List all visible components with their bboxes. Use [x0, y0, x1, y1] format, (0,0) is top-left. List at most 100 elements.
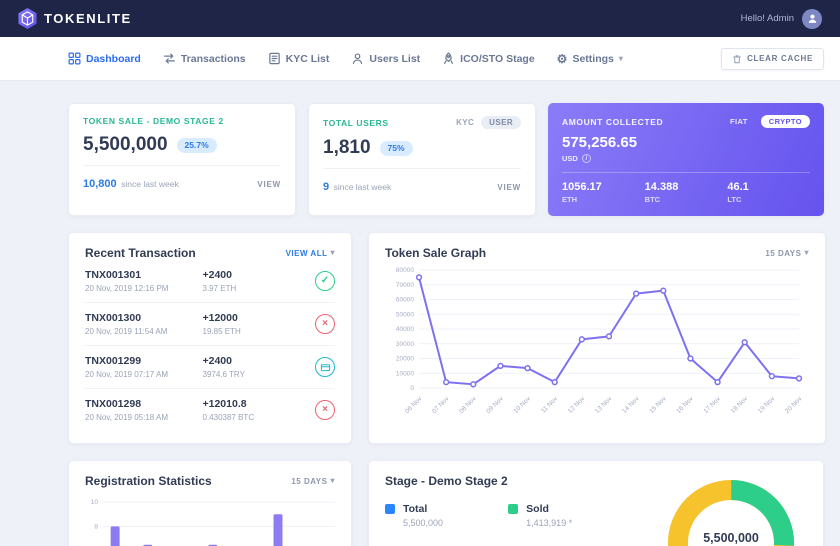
amount-collected-value: 575,256.65	[562, 134, 638, 151]
legend-value: 5,500,000	[403, 518, 444, 528]
svg-text:15 Nov: 15 Nov	[648, 395, 668, 415]
user-icon	[808, 14, 816, 23]
transaction-sub-amount: 0.430387 BTC	[202, 413, 255, 422]
tab-users-list[interactable]: Users List	[351, 52, 420, 65]
transaction-amount: +12000	[202, 312, 238, 324]
check-icon: ✓	[320, 275, 330, 286]
token-sale-line-chart: 0 10000 20000 30000 40000 50000 60000 70000 8000…	[396, 267, 804, 415]
svg-text:12 Nov: 12 Nov	[567, 395, 587, 415]
card-icon	[320, 363, 330, 371]
svg-text:17 Nov: 17 Nov	[702, 395, 722, 415]
chevron-down-icon: ▾	[618, 53, 623, 63]
range-selector[interactable]: 15 DAYS ▾	[291, 477, 335, 486]
token-sale-delta: 10,800 since last week	[83, 174, 179, 192]
total-users-view-link[interactable]: VIEW	[497, 183, 521, 192]
transaction-row[interactable]: TNX001300 20 Nov, 2019 11:54 AM +12000 1…	[85, 303, 335, 346]
crypto-toggle[interactable]: CRYPTO	[760, 115, 810, 128]
status-pending-icon[interactable]	[315, 357, 335, 377]
recent-transactions-card: Recent Transaction VIEW ALL ▾ TNX001301 …	[68, 232, 352, 444]
transaction-date: 20 Nov, 2019 05:18 AM	[85, 413, 169, 422]
transaction-row[interactable]: TNX001299 20 Nov, 2019 07:17 AM +2400 39…	[85, 346, 335, 389]
transaction-row[interactable]: TNX001298 20 Nov, 2019 05:18 AM +12010.8…	[85, 389, 335, 431]
chevron-down-icon: ▾	[330, 476, 335, 485]
kyc-toggle[interactable]: KYC	[456, 118, 475, 127]
transaction-id: TNX001301	[85, 269, 142, 281]
status-canceled-icon[interactable]: ×	[315, 400, 335, 420]
svg-text:10 Nov: 10 Nov	[512, 395, 532, 415]
svg-text:20 Nov: 20 Nov	[784, 395, 804, 415]
legend-label: Sold	[526, 503, 549, 515]
status-approved-icon[interactable]: ✓	[315, 271, 335, 291]
total-users-card: TOTAL USERS KYC USER 1,810 75% 9 since l…	[308, 103, 536, 216]
dashboard-content: TOKEN SALE - DEMO STAGE 2 5,500,000 25.7…	[0, 81, 840, 546]
cross-icon: ×	[322, 318, 328, 329]
cross-icon: ×	[322, 404, 328, 415]
total-users-delta: 9 since last week	[323, 177, 391, 195]
transaction-amount: +2400	[202, 355, 233, 367]
breakdown-btc: 14.388 BTC	[645, 181, 728, 204]
donut-center-value: 5,500,000	[703, 530, 759, 545]
tab-label: Transactions	[180, 52, 246, 65]
tab-kyc-list[interactable]: KYC List	[268, 52, 330, 65]
clear-cache-button[interactable]: CLEAR CACHE	[721, 47, 824, 70]
logo[interactable]: TOKENLITE	[18, 8, 132, 29]
fiat-toggle[interactable]: FIAT	[730, 117, 748, 126]
svg-text:13 Nov: 13 Nov	[594, 395, 614, 415]
registration-statistics-card: Registration Statistics 15 DAYS ▾ 246810	[68, 460, 352, 546]
view-all-label: VIEW ALL	[285, 248, 328, 258]
svg-text:09 Nov: 09 Nov	[485, 395, 505, 415]
svg-text:20000: 20000	[396, 356, 414, 363]
range-label: 15 DAYS	[765, 248, 802, 258]
token-sale-view-link[interactable]: VIEW	[257, 180, 281, 189]
svg-text:14 Nov: 14 Nov	[621, 395, 641, 415]
transaction-date: 20 Nov, 2019 12:16 PM	[85, 284, 169, 293]
crypto-breakdown: 1056.17 ETH 14.388 BTC 46.1 LTC	[562, 172, 810, 204]
tab-dashboard[interactable]: Dashboard	[68, 52, 141, 65]
svg-text:07 Nov: 07 Nov	[431, 395, 451, 415]
breakdown-label: LTC	[727, 195, 742, 204]
user-toggle[interactable]: USER	[481, 116, 521, 129]
tab-ico-sto-stage[interactable]: ICO/STO Stage	[442, 52, 535, 65]
tab-label: KYC List	[285, 52, 330, 65]
token-sale-percent-badge: 25.7%	[176, 137, 217, 153]
transaction-amount: +12010.8	[202, 398, 247, 410]
legend-item: Total 5,500,000	[385, 503, 498, 528]
total-users-title: TOTAL USERS	[323, 117, 389, 128]
tab-transactions[interactable]: Transactions	[163, 52, 246, 65]
svg-text:40000: 40000	[396, 326, 414, 333]
legend-label: Total	[403, 503, 428, 515]
tab-label: Settings	[572, 52, 614, 65]
avatar[interactable]	[802, 8, 822, 29]
users-icon	[353, 53, 363, 65]
transaction-date: 20 Nov, 2019 11:54 AM	[85, 327, 168, 336]
dashboard-icon	[68, 52, 81, 65]
view-all-link[interactable]: VIEW ALL ▾	[286, 249, 335, 258]
chevron-down-icon: ▾	[330, 248, 335, 257]
svg-text:30000: 30000	[396, 341, 414, 348]
tab-settings[interactable]: ⚙ Settings ▾	[557, 53, 623, 65]
token-sale-graph-card: Token Sale Graph 15 DAYS ▾ 0 10000 20000 30…	[368, 232, 826, 444]
svg-text:11 Nov: 11 Nov	[540, 395, 560, 415]
card-title: Registration Statistics	[85, 474, 212, 488]
rocket-icon	[444, 52, 454, 64]
donut-center: 5,500,000 TLE	[661, 473, 801, 546]
kyc-list-icon	[268, 52, 280, 65]
transactions-icon	[163, 53, 175, 64]
range-selector[interactable]: 15 DAYS ▾	[765, 249, 809, 258]
info-icon[interactable]: i	[581, 154, 591, 163]
breakdown-value: 1056.17	[562, 181, 602, 193]
token-sale-title: TOKEN SALE - DEMO STAGE 2	[83, 116, 224, 126]
transaction-sub-amount: 3974.6 TRY	[202, 370, 245, 379]
svg-text:18 Nov: 18 Nov	[730, 395, 750, 415]
total-users-percent-badge: 75%	[379, 140, 413, 156]
svg-text:0: 0	[410, 385, 414, 392]
svg-text:50000: 50000	[396, 311, 414, 318]
svg-text:16 Nov: 16 Nov	[675, 395, 695, 415]
transaction-row[interactable]: TNX001301 20 Nov, 2019 12:16 PM +2400 3.…	[85, 260, 335, 303]
tab-label: ICO/STO Stage	[460, 52, 535, 65]
breakdown-label: ETH	[562, 195, 577, 204]
greeting-text: Hello! Admin	[740, 13, 794, 24]
stage-donut: 5,500,000 TLE	[661, 473, 801, 546]
stage-donut-chart	[667, 479, 795, 546]
status-canceled-icon[interactable]: ×	[315, 314, 335, 334]
